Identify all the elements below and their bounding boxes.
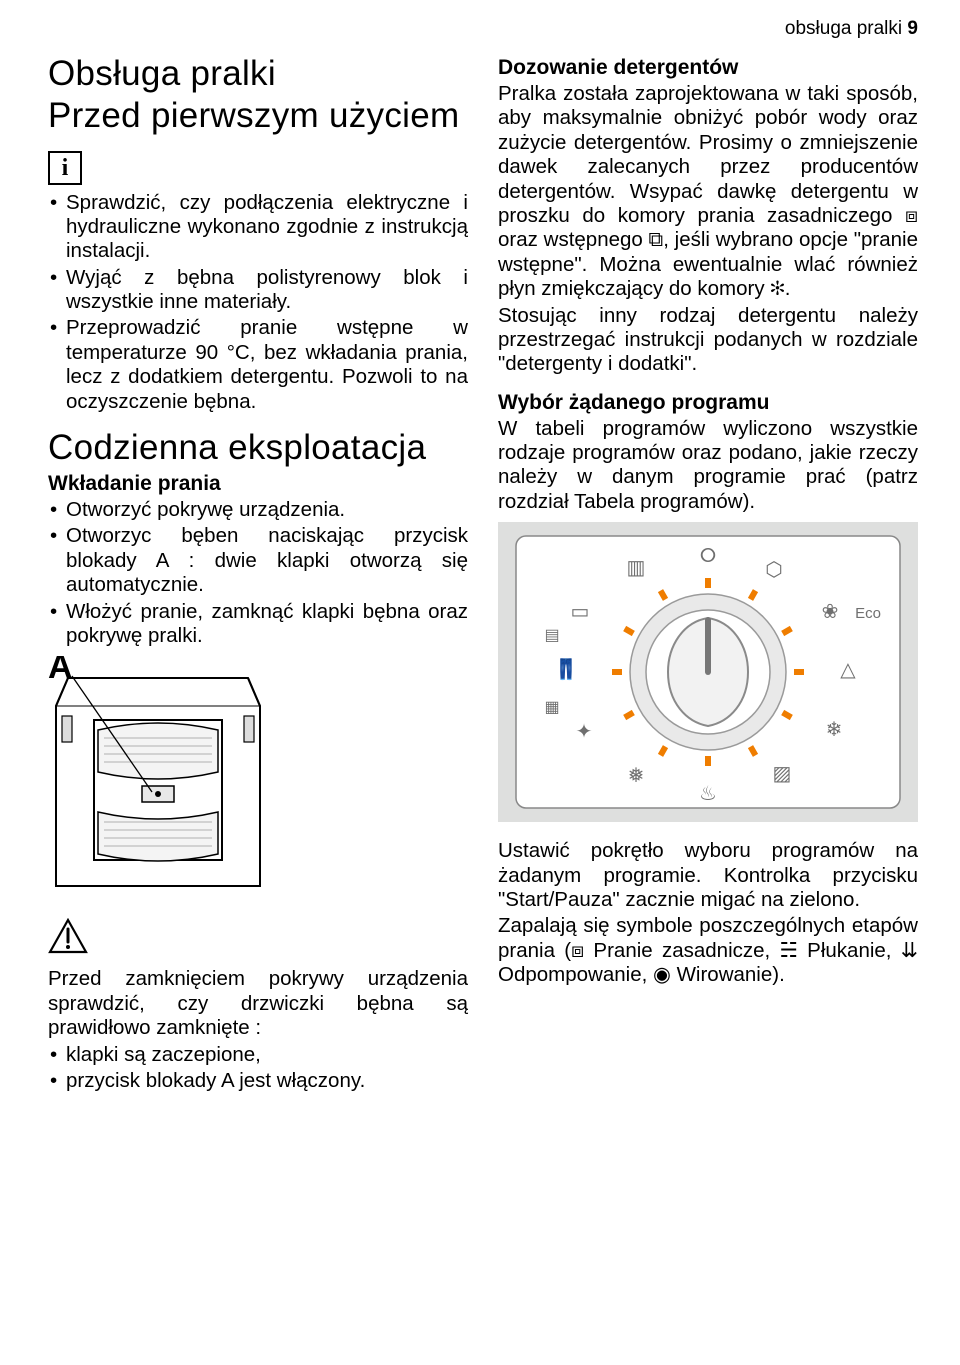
rinse-icon: ☵	[780, 939, 798, 962]
program-p5: Zapalają się symbole poszczególnych etap…	[498, 914, 918, 987]
list-item: przycisk blokady A jest włączony.	[48, 1069, 468, 1093]
drain-icon: ⇊	[901, 939, 918, 962]
svg-text:▨: ▨	[773, 763, 792, 785]
list-item: Przeprowadzić pranie wstępne w temperatu…	[48, 316, 468, 414]
list-item: klapki są zaczepione,	[48, 1043, 468, 1067]
loading-list: Otworzyć pokrywę urządzenia. Otworzyc bę…	[48, 498, 468, 648]
list-item: Włożyć pranie, zamknąć klapki bębna oraz…	[48, 600, 468, 649]
loading-laundry-heading: Wkładanie prania	[48, 472, 468, 496]
svg-text:❅: ❅	[628, 765, 645, 787]
section-daily-use: Codzienna eksploatacja	[48, 428, 468, 468]
diagram-label-a: A	[48, 656, 73, 686]
program-p4: Ustawić pokrętło wyboru programów na żad…	[498, 839, 918, 912]
svg-text:⭘: ⭘	[700, 545, 716, 567]
program-dial-diagram: ⭘ ⬡ ❀ Eco △ ❄ ▨ ♨ ❅ ✦ 👖 ▭ ▥ ▤ ▦	[498, 522, 918, 827]
page-title: Obsługa pralki	[48, 54, 468, 94]
drum-diagram: A	[48, 656, 468, 906]
svg-text:✦: ✦	[576, 721, 593, 743]
program-p: W tabeli programów wyliczono wszystkie r…	[498, 417, 918, 515]
page-number: 9	[907, 18, 918, 39]
svg-text:▭: ▭	[571, 601, 590, 623]
svg-text:▦: ▦	[544, 699, 559, 716]
header-section: obsługa pralki	[785, 18, 902, 39]
svg-text:△: △	[840, 659, 856, 681]
wash-icon: ⧈	[571, 939, 584, 962]
svg-text:❄: ❄	[826, 719, 843, 741]
page-header: obsługa pralki 9	[785, 18, 918, 40]
spin-icon: ◉	[653, 963, 671, 986]
list-item: Sprawdzić, czy podłączenia elektryczne i…	[48, 191, 468, 264]
svg-text:❀: ❀	[822, 601, 839, 623]
warning-list: klapki są zaczepione, przycisk blokady A…	[48, 1043, 468, 1094]
svg-text:Eco: Eco	[855, 605, 881, 622]
warning-icon	[48, 918, 88, 954]
sub-title: Przed pierwszym użyciem	[48, 96, 468, 136]
detergent-p1: Pralka została zaprojektowana w taki spo…	[498, 82, 918, 302]
svg-text:♨: ♨	[699, 783, 717, 805]
list-item: Otworzyć pokrywę urządzenia.	[48, 498, 468, 522]
svg-text:▥: ▥	[627, 557, 646, 579]
content-columns: Obsługa pralki Przed pierwszym użyciem i…	[48, 54, 918, 1095]
pre-use-list: Sprawdzić, czy podłączenia elektryczne i…	[48, 191, 468, 415]
detergent-heading: Dozowanie detergentów	[498, 56, 918, 80]
info-icon: i	[48, 151, 82, 185]
list-item: Wyjąć z bębna polistyrenowy blok i wszys…	[48, 266, 468, 315]
right-column: Dozowanie detergentów Pralka została zap…	[498, 54, 918, 1095]
detergent-p2: Stosując inny rodzaj detergentu należy p…	[498, 304, 918, 377]
svg-text:⬡: ⬡	[765, 559, 782, 581]
svg-text:👖: 👖	[554, 657, 579, 681]
list-item: Otworzyc bęben naciskając przycisk bloka…	[48, 524, 468, 597]
warning-intro: Przed zamknięciem pokrywy urządzenia spr…	[48, 967, 468, 1040]
program-heading: Wybór żądanego programu	[498, 391, 918, 415]
svg-text:▤: ▤	[544, 627, 559, 644]
left-column: Obsługa pralki Przed pierwszym użyciem i…	[48, 54, 468, 1095]
